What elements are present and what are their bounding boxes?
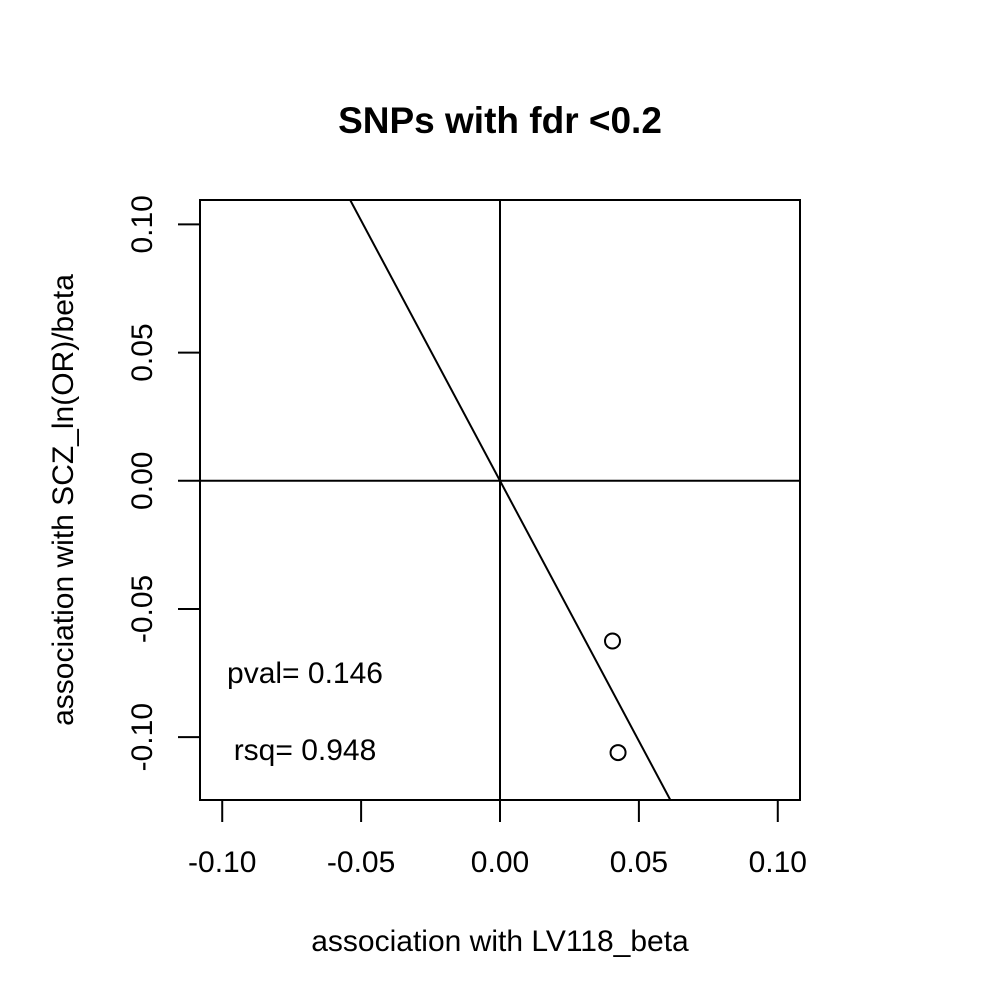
x-axis: -0.10 -0.05 0.00 0.05 0.10	[188, 799, 807, 879]
chart-title: SNPs with fdr <0.2	[338, 100, 662, 141]
data-point	[609, 744, 627, 762]
y-tick-label: 0.00	[126, 452, 159, 510]
regression-line	[349, 200, 672, 800]
y-axis-label: association with SCZ_ln(OR)/beta	[47, 274, 80, 726]
x-tick-label: -0.10	[188, 846, 256, 879]
x-tick-label: 0.05	[610, 846, 668, 879]
x-axis-label: association with LV118_beta	[311, 925, 689, 958]
x-tick-label: 0.00	[471, 846, 529, 879]
data-point	[604, 632, 621, 650]
y-tick-label: -0.05	[126, 575, 159, 643]
pval-annotation: pval= 0.146	[227, 657, 383, 690]
rsq-annotation: rsq= 0.948	[234, 734, 377, 767]
x-tick-label: 0.10	[749, 846, 807, 879]
y-axis: -0.10 -0.05 0.00 0.05 0.10	[126, 195, 201, 771]
y-tick-label: 0.10	[126, 195, 159, 253]
y-tick-label: 0.05	[126, 323, 159, 381]
data-points	[604, 632, 627, 762]
x-tick-label: -0.05	[327, 846, 395, 879]
y-tick-label: -0.10	[126, 703, 159, 771]
